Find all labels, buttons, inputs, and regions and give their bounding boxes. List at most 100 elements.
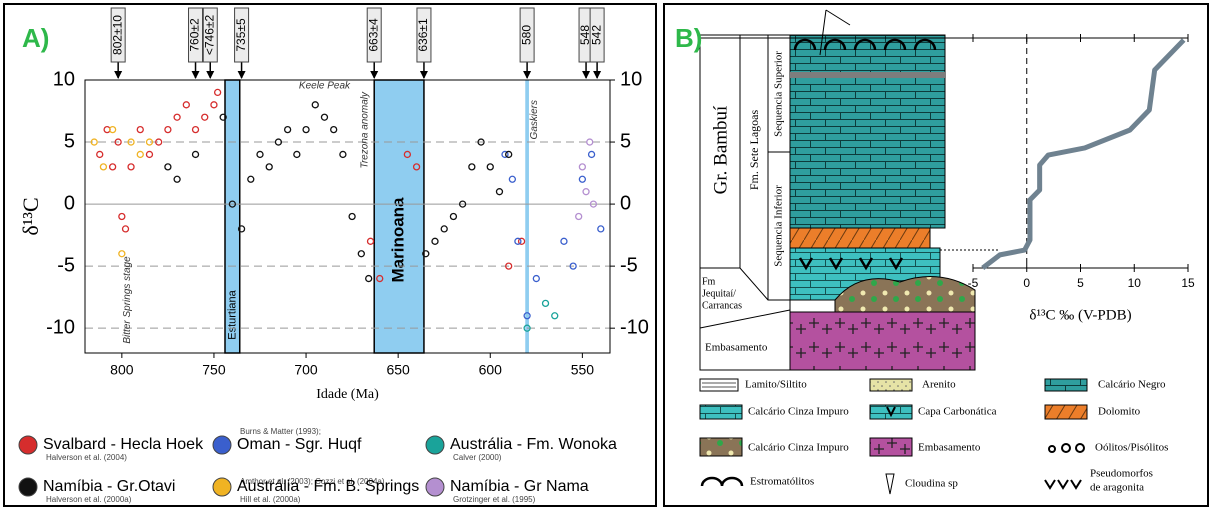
legend-citation: Halverson et al. (2000a) [46,495,132,504]
data-point [193,151,199,157]
legend-label: Capa Carbonática [918,406,997,418]
annotation: Keele Peak [299,81,351,92]
data-point [340,151,346,157]
annotation: Trezona anomaly [360,91,371,169]
data-point [583,189,589,195]
data-point [165,127,171,133]
legend-citation: Calver (2000) [453,453,502,462]
legend-label: Cloudina sp [905,478,958,490]
legend-label: Calcário Negro [1098,379,1166,391]
panel-title: A) [22,23,49,53]
y2-tick-label: 0 [620,192,631,214]
data-point [119,251,125,257]
band-label: Esturtiana [226,289,238,339]
data-point [100,164,106,170]
x-tick-label: 5 [1077,276,1084,290]
data-point [193,127,199,133]
legend-marker [213,478,231,496]
data-point [366,276,372,282]
legend-label: Lamito/Siltito [745,379,807,391]
legend-citation: Hill et al. (2000a) [240,495,301,504]
age-marker-arrow [114,71,122,79]
data-point [358,251,364,257]
data-point [312,102,318,108]
y2-tick-label: -5 [620,254,638,276]
y-tick-label: -5 [57,254,75,276]
data-point [450,214,456,220]
x-tick-label: 800 [110,362,134,378]
data-point [285,127,291,133]
age-marker-arrow [582,71,590,79]
data-point [506,151,512,157]
legend-label: Arenito [922,379,956,391]
sequence-label: Sequencia Superior [773,51,785,137]
x-tick-label: 600 [479,362,503,378]
x-tick-label: -5 [968,276,979,290]
data-point [533,276,539,282]
age-marker-arrow [192,71,200,79]
x-tick-label: 700 [294,362,318,378]
data-point [128,164,134,170]
data-point [487,164,493,170]
x-axis-label: δ¹³C ‰ (V-PDB) [1029,307,1131,323]
panel-title: B) [675,23,702,53]
data-point [257,151,263,157]
group-label: Gr. Bambuí [710,105,731,194]
data-point [349,214,355,220]
age-marker-arrow [420,71,428,79]
data-point [165,164,171,170]
age-marker-label: 760±2 [188,18,202,52]
data-point [543,300,549,306]
x-tick-label: 550 [571,362,595,378]
legend-label: Austrália - Fm. B. Springs [237,478,419,495]
data-point [509,176,515,182]
legend-label: Calcário Cinza Impuro [748,442,849,454]
swatch [1045,379,1087,391]
swatch [1062,444,1070,452]
legend-label: Pseudomorfos [1090,468,1153,480]
y-tick-label: -10 [46,316,75,338]
data-point [97,151,103,157]
swatch [870,438,912,456]
swatch [886,474,894,494]
age-marker-arrow [593,71,601,79]
data-point [137,151,143,157]
lithology-legend: Lamito/Siltito Arenito Calcário Negro Ca… [700,379,1168,494]
age-marker-arrow [523,71,531,79]
legend-marker [19,436,37,454]
legend-label: Namíbia - Gr.Otavi [43,478,175,495]
panel-a-frame [4,4,656,506]
age-marker-arrow [206,71,214,79]
legend-marker [213,436,231,454]
legend-marker [19,478,37,496]
data-point [137,127,143,133]
legend-label: Austrália - Fm. Wonoka [450,436,617,453]
data-point [576,214,582,220]
data-point [146,151,152,157]
data-point [432,238,438,244]
x-tick-label: 750 [202,362,226,378]
profile-line [983,40,1184,268]
data-point [579,176,585,182]
legend-label: Namíbia - Gr Nama [450,478,589,495]
x-tick-label: 650 [386,362,410,378]
age-marker-label: 802±10 [110,15,124,55]
x-tick-label: 0 [1023,276,1030,290]
formation-label: Fm. Sete Lagoas [747,110,761,191]
y-tick-label: 0 [64,192,75,214]
formation-label: Jequitaí/ [702,288,736,299]
age-marker-label: 580 [519,25,533,45]
legend-citation: Halverson et al. (2004) [46,453,127,462]
legend-label: Estromatólitos [750,476,814,488]
figure: Gr. Bambuí Fm. Sete Lagoas Sequencia Sup… [0,0,1212,510]
data-point [123,226,129,232]
y-tick-label: 10 [53,68,75,90]
data-point [552,313,558,319]
legend-marker [426,478,444,496]
basement-layer [790,312,975,370]
data-point [303,127,309,133]
age-marker-arrow [370,71,378,79]
age-marker-label: 735±5 [234,18,248,52]
swatch [700,405,742,419]
swatch [702,478,742,486]
